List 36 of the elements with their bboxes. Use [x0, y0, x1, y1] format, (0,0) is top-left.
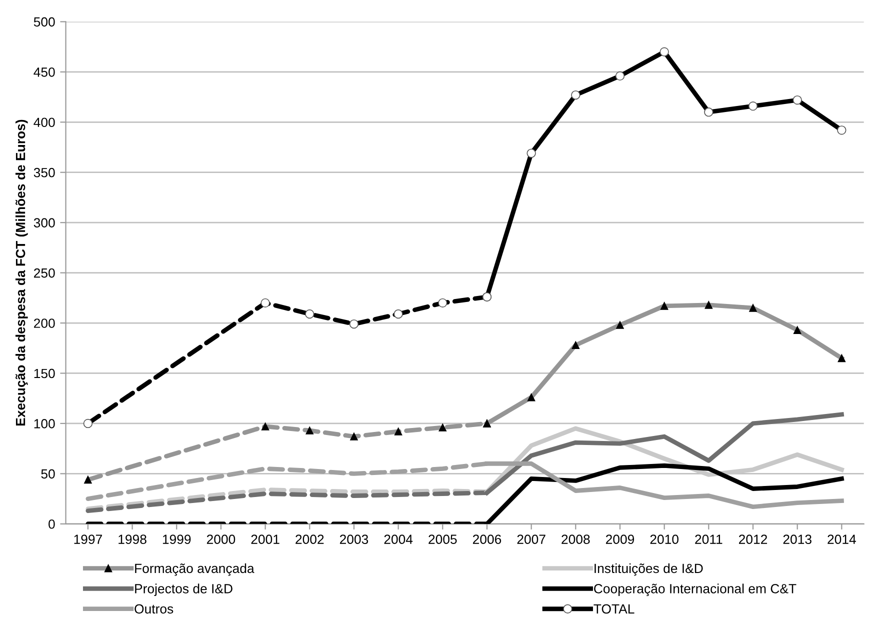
x-tick-label: 2010	[650, 534, 678, 544]
y-tick-label: 100	[34, 419, 55, 428]
y-tick-label: 300	[34, 218, 55, 228]
x-tick-label: 2004	[384, 534, 413, 544]
legend-label: Cooperação Internacional em C&T	[594, 584, 796, 596]
x-tick-label: 1997	[74, 534, 102, 544]
legend-label: Projectos de I&D	[135, 584, 232, 596]
x-tick-label: 2014	[828, 534, 856, 544]
x-tick-label: 2013	[783, 534, 812, 544]
x-tick-label: 2008	[562, 534, 590, 544]
x-tick-label: 2000	[206, 534, 236, 544]
x-tick-label: 2003	[340, 534, 368, 544]
y-tick-label: 0	[48, 519, 55, 529]
y-axis-title: Execução da despesa da FCT (Milhões de Euros)	[15, 120, 28, 426]
y-tick-label: 350	[34, 168, 55, 178]
x-tick-label: 2007	[517, 534, 546, 544]
x-tick-label: 2012	[738, 534, 768, 544]
x-tick-label: 2009	[606, 534, 634, 544]
legend-label: TOTAL	[594, 604, 634, 614]
x-tick-label: 2011	[695, 534, 722, 544]
legend-label: Outros	[134, 604, 174, 614]
y-tick-label: 50	[41, 469, 55, 479]
legend-label: Instituições de I&D	[594, 563, 703, 576]
x-tick-label: 2002	[296, 534, 324, 544]
y-tick-label: 250	[34, 268, 55, 278]
x-tick-label: 2006	[472, 534, 502, 544]
y-tick-label: 450	[34, 67, 55, 77]
y-tick-label: 500	[34, 17, 55, 27]
y-tick-label: 400	[34, 118, 55, 128]
y-tick-label: 200	[34, 318, 55, 328]
y-tick-label: 150	[34, 368, 55, 378]
legend-label: Formação avançada	[135, 563, 254, 576]
x-tick-label: 1998	[118, 534, 146, 544]
x-tick-label: 2005	[428, 534, 457, 544]
x-tick-label: 2001	[251, 534, 280, 544]
x-tick-label: 1999	[162, 534, 191, 544]
